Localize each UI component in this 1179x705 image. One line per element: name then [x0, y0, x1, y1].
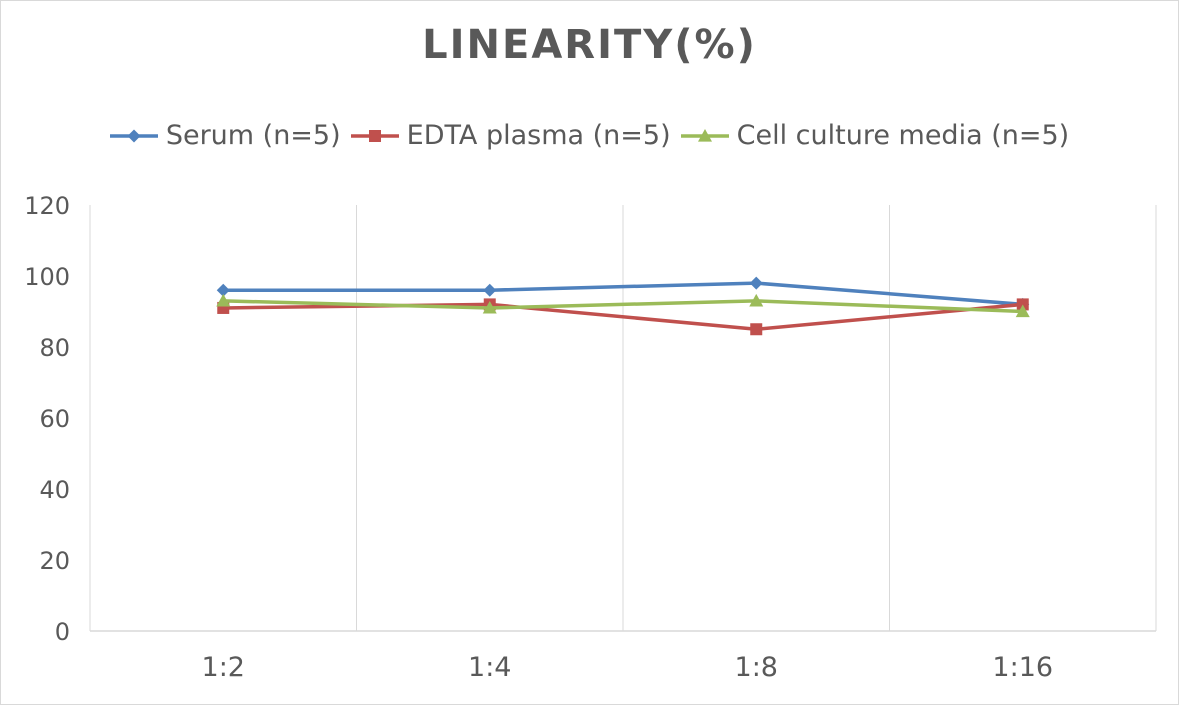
series-line-1 — [223, 302, 1023, 331]
data-point-0-1 — [483, 283, 497, 297]
chart-title: LINEARITY(%) — [422, 22, 757, 68]
legend-marker — [697, 128, 712, 142]
data-point-2-2 — [749, 293, 764, 307]
x-tick-label: 1:4 — [468, 652, 511, 683]
y-tick-label: 40 — [39, 476, 70, 504]
legend-key-cell-culture-media — [680, 128, 729, 142]
legend-label-serum: Serum (n=5) — [165, 120, 341, 151]
x-tick-label: 1:2 — [202, 652, 245, 683]
y-tick-label: 60 — [39, 405, 70, 433]
legend-marker — [368, 129, 381, 142]
x-tick-label: 1:8 — [735, 652, 778, 683]
legend-label-edta-plasma: EDTA plasma (n=5) — [406, 120, 671, 151]
legend-key-edta-plasma — [350, 129, 399, 142]
data-point-1-2 — [750, 323, 763, 336]
data-point-1-3 — [1016, 298, 1029, 311]
legend-label-cell-culture-media: Cell culture media (n=5) — [736, 120, 1070, 151]
legend-item-edta-plasma: EDTA plasma (n=5) — [350, 120, 671, 151]
y-tick-label: 100 — [24, 263, 70, 291]
legend-item-serum: Serum (n=5) — [109, 120, 341, 151]
legend-marker — [127, 129, 141, 142]
data-point-0-2 — [749, 276, 763, 290]
series-line-2 — [223, 299, 1023, 314]
y-tick-label: 20 — [39, 547, 70, 575]
series-line-0 — [223, 281, 1023, 307]
y-tick-label: 0 — [55, 618, 70, 646]
data-point-2-1 — [482, 300, 497, 314]
data-point-2-3 — [1015, 304, 1030, 318]
y-tick-label: 120 — [24, 192, 70, 220]
chart-legend: Serum (n=5) EDTA plasma (n=5) Cell cultu… — [0, 120, 1179, 151]
y-tick-label: 80 — [39, 334, 70, 362]
x-tick-label: 1:16 — [992, 652, 1053, 683]
legend-item-cell-culture-media: Cell culture media (n=5) — [680, 120, 1070, 151]
data-point-2-0 — [216, 293, 231, 307]
legend-key-serum — [109, 129, 158, 142]
data-point-0-0 — [216, 283, 230, 297]
